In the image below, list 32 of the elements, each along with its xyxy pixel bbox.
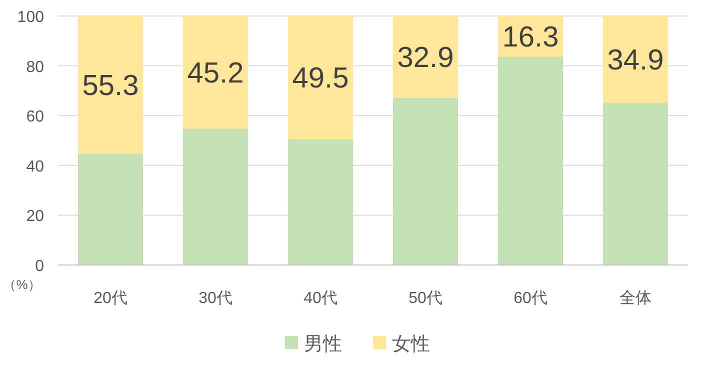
legend-label: 女性 xyxy=(392,334,430,355)
y-tick-label: 20 xyxy=(26,208,44,226)
bar xyxy=(182,128,248,265)
data-label: 16.3 xyxy=(502,21,559,54)
y-tick-label: 60 xyxy=(26,108,44,126)
y-tick-label: 0 xyxy=(35,258,44,275)
data-label: 32.9 xyxy=(397,42,454,74)
legend-label: 男性 xyxy=(304,334,342,355)
y-tick-label: 100 xyxy=(17,9,44,26)
bar xyxy=(602,16,668,103)
data-label: 55.3 xyxy=(82,70,139,102)
x-tick-label: 50代 xyxy=(408,290,442,307)
bar xyxy=(288,16,354,140)
x-tick-label: 20代 xyxy=(94,290,128,307)
bar xyxy=(182,16,248,129)
data-label: 49.5 xyxy=(292,62,349,95)
bar xyxy=(288,139,354,265)
bar xyxy=(392,16,458,98)
x-tick-label: 40代 xyxy=(304,290,338,307)
x-tick-label: 30代 xyxy=(198,290,232,307)
data-label: 45.2 xyxy=(187,57,244,90)
bar xyxy=(392,98,458,265)
bar xyxy=(78,154,144,265)
y-tick-label: 80 xyxy=(26,58,44,76)
bar xyxy=(498,56,564,265)
y-tick-label: 40 xyxy=(26,158,44,176)
data-label: 34.9 xyxy=(607,44,664,76)
x-tick-label: 全体 xyxy=(620,290,652,307)
y-axis-title: （%） xyxy=(3,277,41,292)
bar xyxy=(78,16,144,154)
x-tick-label: 60代 xyxy=(514,290,548,307)
bar xyxy=(602,102,668,265)
